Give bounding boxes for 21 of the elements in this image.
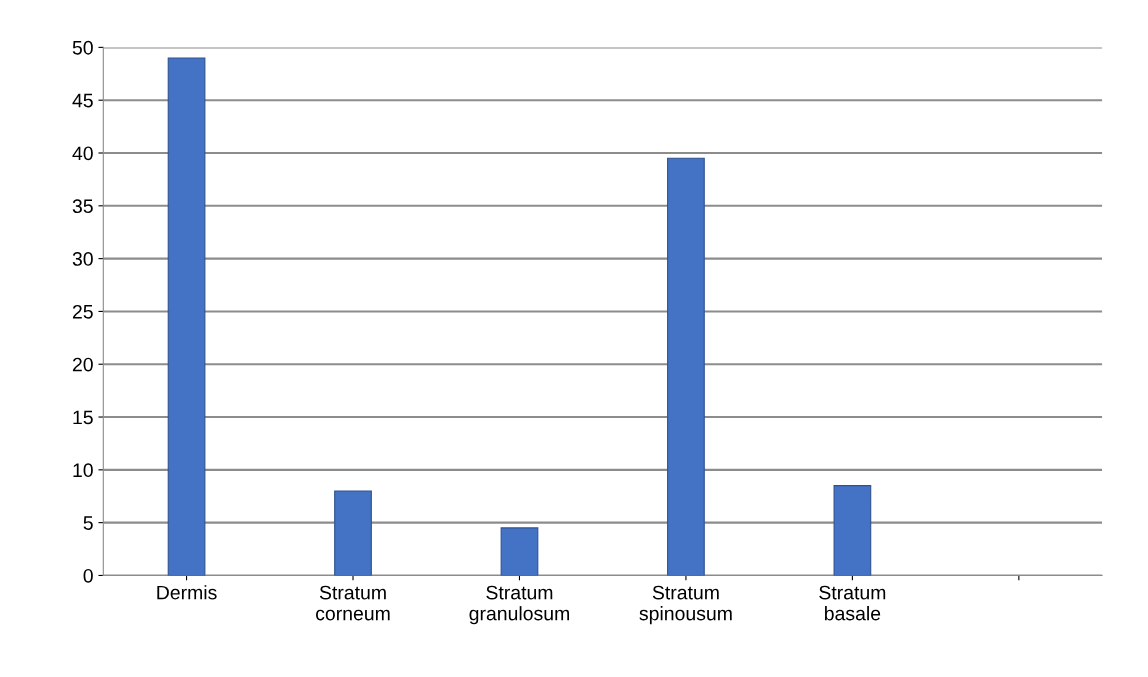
y-tick-label: 15	[73, 410, 93, 425]
bar	[833, 485, 872, 576]
x-tick-label: Stratum basale	[819, 585, 886, 621]
y-tick-label: 10	[73, 463, 93, 478]
x-tick-label: Dermis	[157, 585, 217, 600]
x-tick-label: Stratum spinousum	[639, 585, 732, 625]
y-tick-label: 0	[83, 568, 93, 583]
y-tick-label: 20	[72, 357, 93, 372]
y-tick-label: 40	[72, 146, 93, 161]
x-tick-label: Stratum granulosum	[469, 585, 569, 625]
y-tick-label: 35	[72, 199, 93, 214]
y-tick-label: 5	[83, 516, 93, 530]
x-tick-label: Stratum corneum	[316, 585, 390, 621]
bar	[500, 527, 539, 576]
y-tick-label: 45	[72, 93, 93, 108]
bar	[667, 157, 705, 576]
y-tick-label: 25	[72, 304, 93, 319]
bar	[167, 57, 206, 576]
y-tick-label: 30	[72, 252, 93, 266]
y-tick-label: 50	[72, 40, 93, 55]
bar	[334, 490, 372, 576]
